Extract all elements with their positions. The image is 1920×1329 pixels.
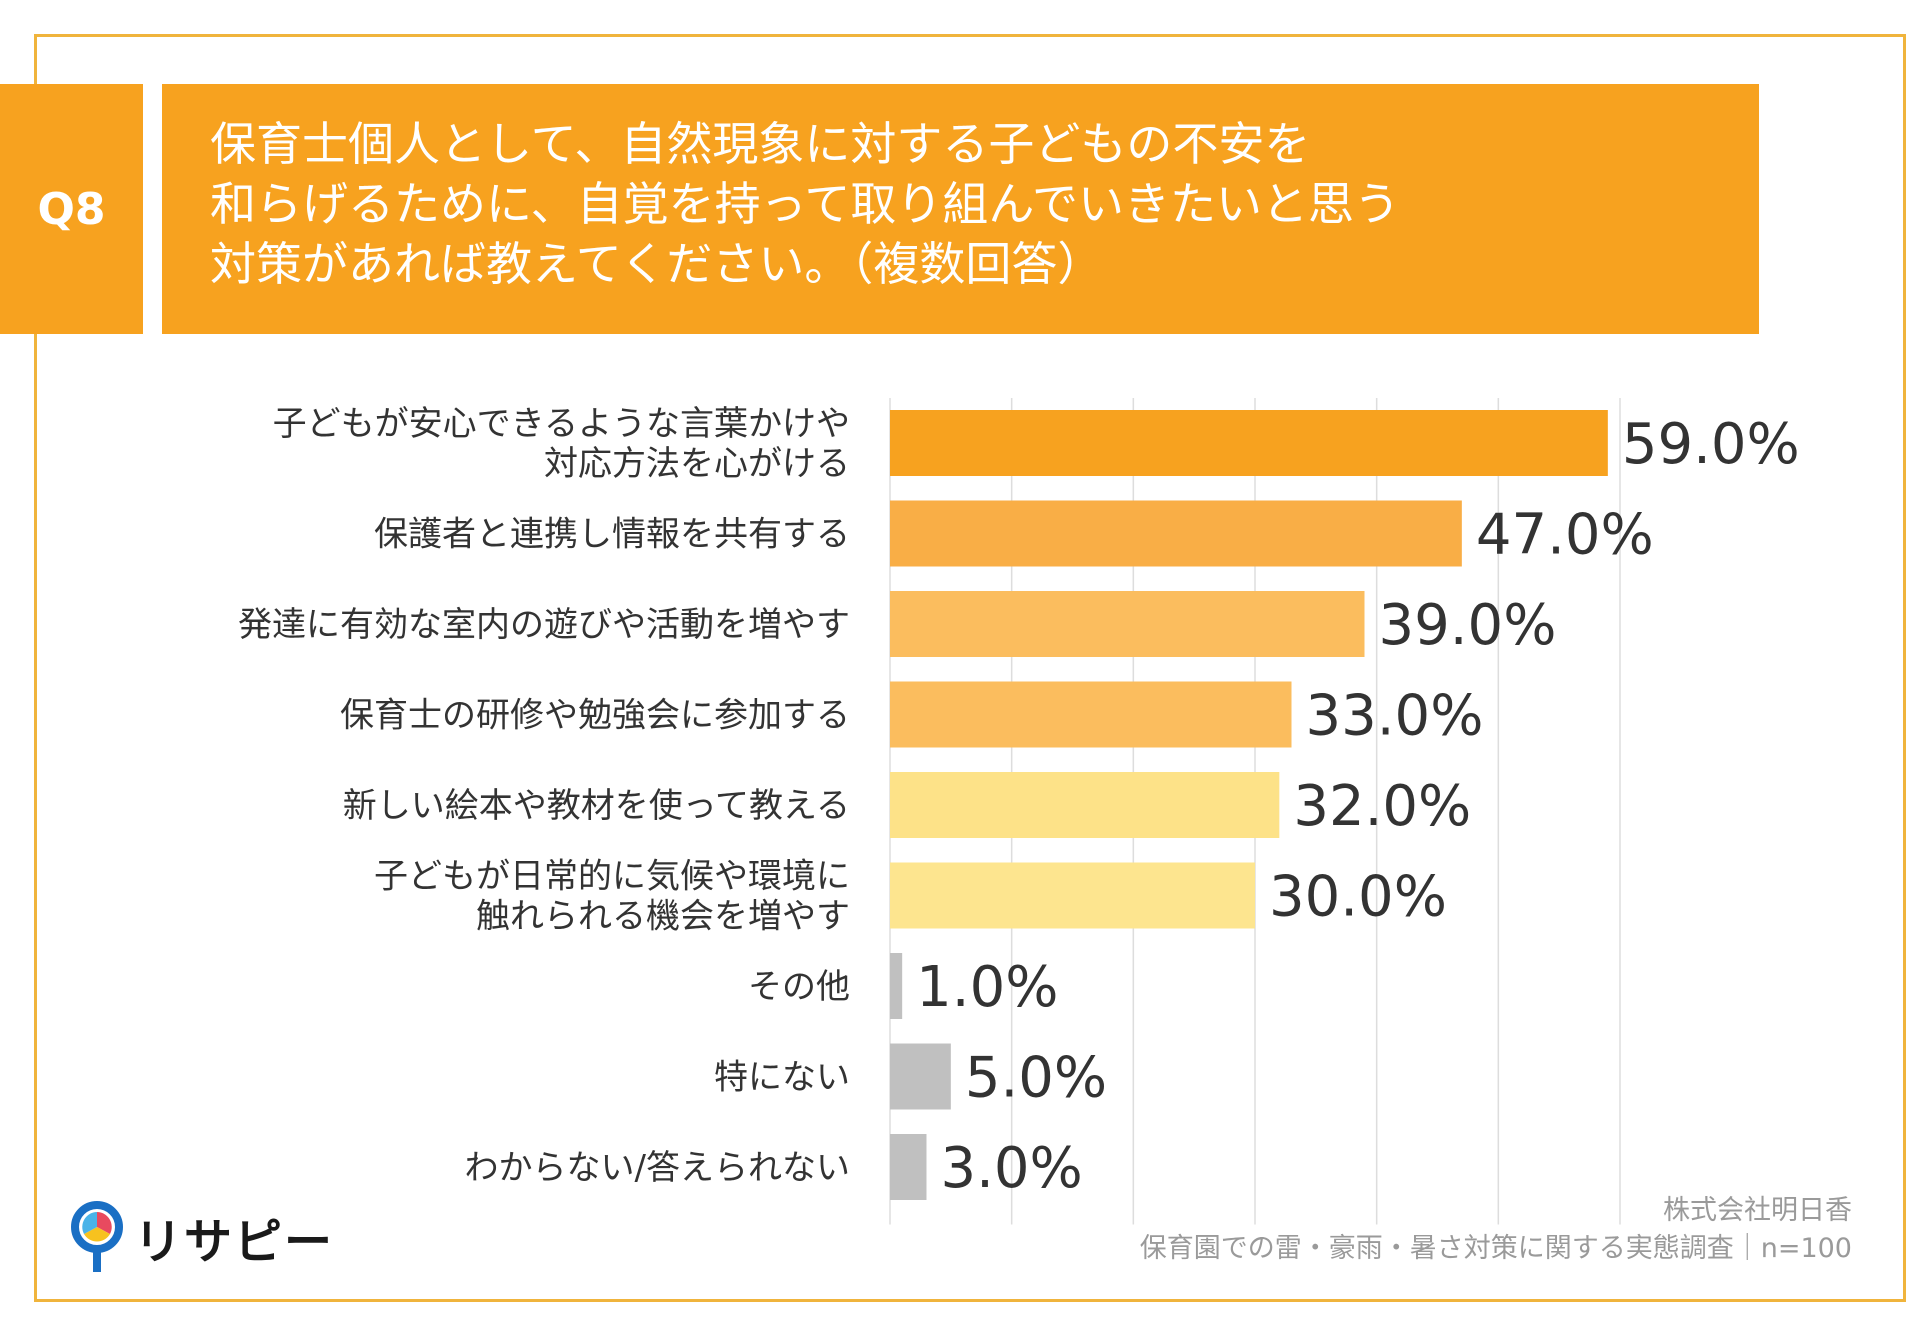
question-number-badge: Q8 xyxy=(0,84,143,334)
category-label-3-0: 保育士の研修や勉強会に参加する xyxy=(340,696,850,736)
category-label-2-0: 発達に有効な室内の遊びや活動を増やす xyxy=(238,605,850,645)
bar-8 xyxy=(890,1134,927,1200)
question-title-box: 保育士個人として、自然現象に対する子どもの不安を 和らげるために、自覚を持って取… xyxy=(162,84,1759,334)
bar-0 xyxy=(890,410,1608,476)
category-label-6-0: その他 xyxy=(748,967,850,1007)
category-label-7-0: 特にない xyxy=(714,1058,850,1098)
category-label-5-1: 触れられる機会を増やす xyxy=(476,897,850,937)
frame-border xyxy=(34,34,1906,1302)
bar-1 xyxy=(890,500,1462,567)
value-label-0: 59.0% xyxy=(1622,412,1800,477)
brand-logo-group: リサピー xyxy=(70,1200,334,1274)
category-label-1-0: 保護者と連携し情報を共有する xyxy=(374,515,850,555)
category-label-0-0: 子どもが安心できるような言葉かけや xyxy=(273,404,850,444)
bar-7 xyxy=(890,1043,951,1110)
category-label-8-0: わからない/答えられない xyxy=(465,1148,850,1188)
brand-pin-icon xyxy=(71,1201,123,1272)
category-label-0-1: 対応方法を心がける xyxy=(544,444,850,484)
chart-value-labels: 59.0% 47.0% 39.0% 33.0% 32.0% 30.0% 1.0% 5.0% 3.… xyxy=(916,412,1800,1201)
source-company: 株式会社明日香 xyxy=(1663,1195,1852,1226)
value-label-3: 33.0% xyxy=(1306,684,1484,749)
value-label-2: 39.0% xyxy=(1379,593,1557,658)
value-label-5: 30.0% xyxy=(1269,865,1447,930)
bar-4 xyxy=(890,772,1280,838)
value-label-8: 3.0% xyxy=(941,1136,1083,1201)
bar-2 xyxy=(890,591,1365,657)
value-label-1: 47.0% xyxy=(1476,503,1654,568)
question-title-line-2: 和らげるために、自覚を持って取り組んでいきたいと思う xyxy=(210,177,1401,231)
category-label-5-0: 子どもが日常的に気候や環境に xyxy=(374,857,850,897)
question-number: Q8 xyxy=(37,183,106,235)
value-label-6: 1.0% xyxy=(916,955,1058,1020)
bar-3 xyxy=(890,681,1292,748)
value-label-7: 5.0% xyxy=(965,1046,1107,1111)
chart-category-labels: 子どもが安心できるような言葉かけや対応方法を心がける保護者と連携し情報を共有する… xyxy=(238,404,850,1188)
question-title-line-1: 保育士個人として、自然現象に対する子どもの不安を xyxy=(210,117,1311,171)
brand-name: リサピー xyxy=(134,1214,335,1270)
question-title-line-3: 対策があれば教えてください。（複数回答） xyxy=(210,237,1104,291)
value-label-4: 32.0% xyxy=(1293,774,1471,839)
chart-bars xyxy=(890,410,1608,1200)
source-survey: 保育園での雷・豪雨・暑さ対策に関する実態調査｜n=100 xyxy=(1139,1233,1852,1264)
source-note: 株式会社明日香 保育園での雷・豪雨・暑さ対策に関する実態調査｜n=100 xyxy=(1140,1192,1852,1268)
bar-6 xyxy=(890,953,903,1019)
bar-5 xyxy=(890,862,1255,929)
category-label-4-0: 新しい絵本や教材を使って教える xyxy=(343,786,850,826)
